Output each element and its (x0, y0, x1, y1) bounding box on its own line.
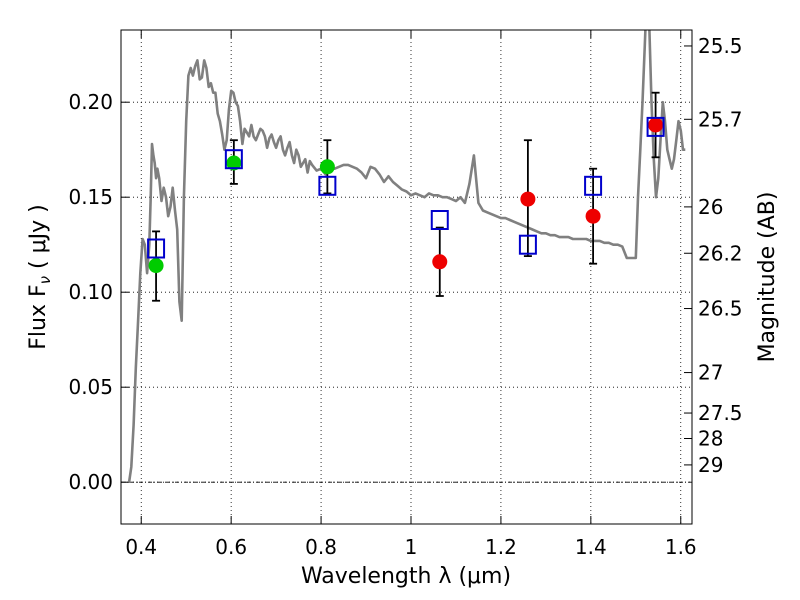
tick-labels: 0.4 0.6 0.8 1 1.2 1.4 1.6 0.00 0.05 0.10 0.15 0.20 2… (68, 34, 742, 559)
y-axis-label-main: Flux F (26, 284, 51, 349)
model-spectrum (127, 30, 686, 483)
x-tick-label: 0.4 (125, 535, 157, 559)
x-tick-label: 1.2 (485, 535, 517, 559)
observed-point (148, 258, 164, 274)
y-tick-label: 0.10 (68, 280, 113, 304)
model-photometry-point (318, 175, 337, 196)
x-tick-label: 0.6 (215, 535, 247, 559)
model-photometry-point (147, 238, 166, 259)
y2-tick-label: 28 (698, 427, 723, 451)
y2-tick-label: 29 (698, 453, 723, 477)
observed-point (585, 208, 601, 224)
model-spectrum-line (127, 30, 686, 483)
y-axis-label-unit: ( μJy ) (26, 204, 51, 276)
observed-point (648, 117, 664, 133)
axis-ticks (121, 30, 692, 524)
model-photometry-point (518, 234, 537, 255)
observed-point (319, 159, 335, 175)
observed-point (432, 254, 448, 270)
model-photometry-point (646, 116, 665, 137)
y2-tick-label: 26 (698, 195, 723, 219)
y2-tick-label: 26.5 (698, 297, 743, 321)
y2-tick-label: 25.7 (698, 107, 743, 131)
y-tick-label: 0.05 (68, 375, 113, 399)
y-axis-label: Flux Fν ( μJy ) (26, 204, 54, 349)
observed-point (520, 191, 536, 207)
x-tick-label: 1.4 (575, 535, 607, 559)
x-tick-label: 1 (405, 535, 418, 559)
x-tick-label: 0.8 (305, 535, 337, 559)
y2-tick-label: 27.5 (698, 401, 743, 425)
plot-frame (120, 29, 693, 525)
y-tick-label: 0.20 (68, 90, 113, 114)
x-tick-label: 1.6 (665, 535, 697, 559)
y2-tick-label: 25.5 (698, 34, 743, 58)
model-photometry-points (147, 116, 665, 259)
y2-tick-label: 26.2 (698, 241, 743, 265)
observed-point (226, 155, 242, 171)
observed-points (148, 117, 664, 274)
y-tick-label: 0.00 (68, 470, 113, 494)
y2-axis-label: Magnitude (AB) (755, 192, 780, 363)
model-photometry-point (584, 175, 603, 196)
y-tick-label: 0.15 (68, 185, 113, 209)
y2-tick-label: 27 (698, 361, 723, 385)
model-photometry-point (430, 210, 449, 230)
x-axis-label: Wavelength λ (μm) (301, 564, 511, 589)
grid-lines (121, 30, 692, 524)
model-photometry-point (224, 149, 243, 170)
y-axis-label-subscript: ν (36, 276, 54, 284)
